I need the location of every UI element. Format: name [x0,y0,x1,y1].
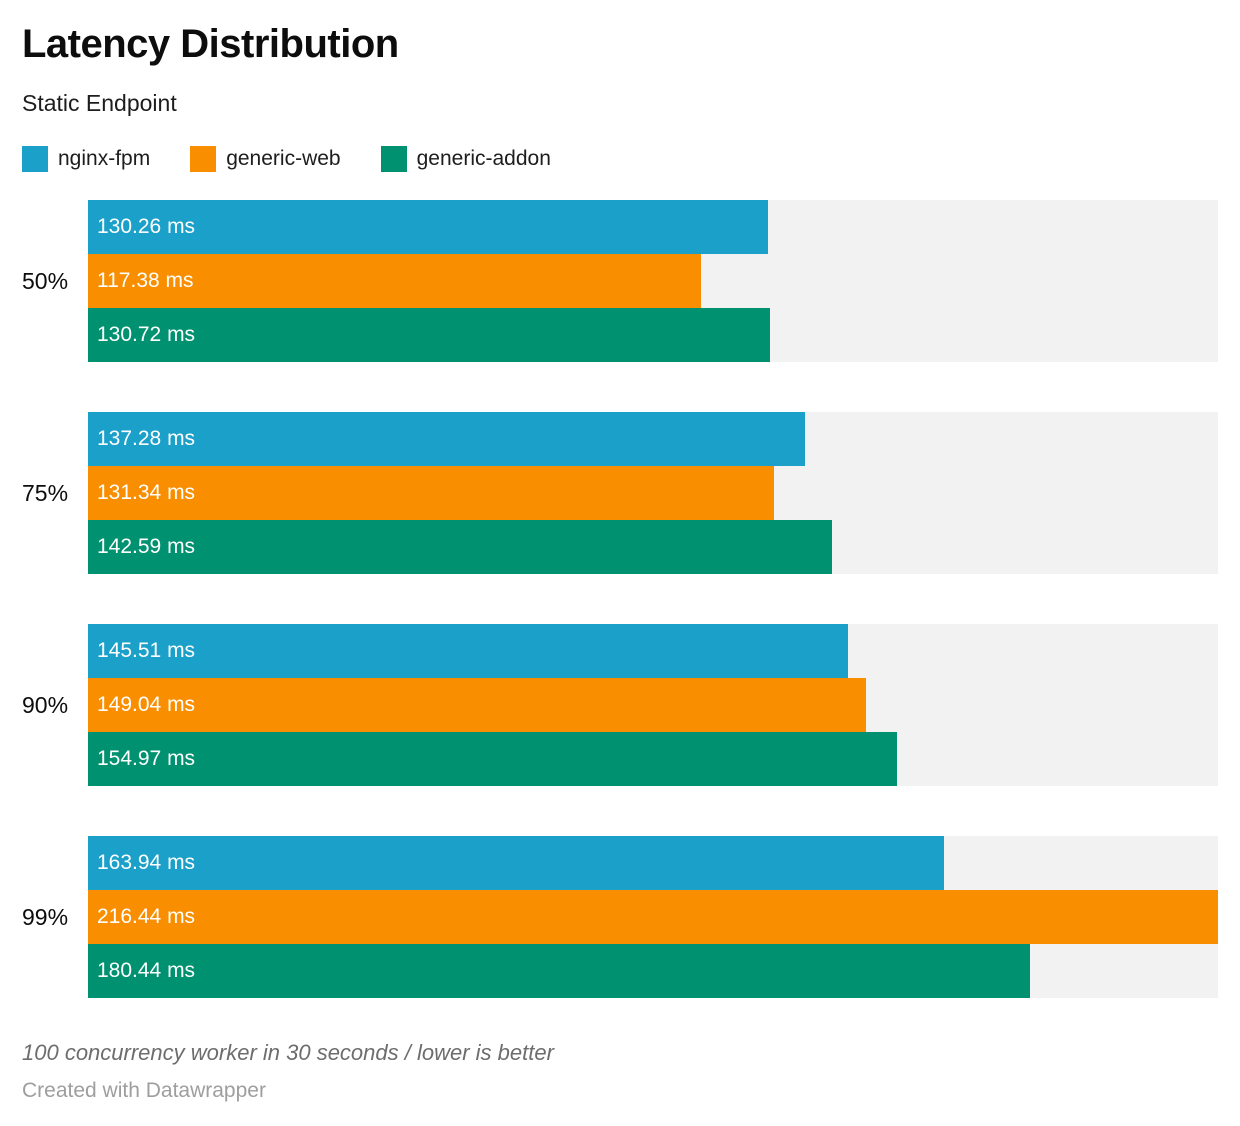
bar-value-label: 130.72 ms [97,323,196,347]
bar-value-label: 137.28 ms [97,427,196,451]
bar-generic-addon-p99: 180.44 ms [88,944,1031,999]
bar-value-label: 145.51 ms [97,639,196,663]
bar-value-label: 216.44 ms [97,905,196,929]
bar-value-label: 180.44 ms [97,959,196,983]
category-tick-label: 90% [22,691,69,718]
bar-group-90: 90% 145.51 ms 149.04 ms 154.97 ms [22,624,1218,787]
bar-nginx-fpm-p75: 137.28 ms [88,412,805,467]
datawrapper-credit-link[interactable]: Created with Datawrapper [22,1079,266,1103]
legend-label: generic-addon [416,147,551,171]
bar-value-label: 142.59 ms [97,535,196,559]
bar-value-label: 117.38 ms [97,269,194,293]
bar-value-label: 154.97 ms [97,747,196,771]
bar-generic-addon-p50: 130.72 ms [88,308,771,363]
bar-track: 145.51 ms 149.04 ms 154.97 ms [88,624,1218,787]
bar-group-50: 50% 130.26 ms 117.38 ms 130.72 ms [22,200,1218,363]
legend-item-generic-web: generic-web [190,146,341,173]
legend-label: nginx-fpm [58,147,151,171]
chart-subtitle: Static Endpoint [22,90,177,116]
bar-group-75: 75% 137.28 ms 131.34 ms 142.59 ms [22,412,1218,575]
bar-generic-web-p75: 131.34 ms [88,466,774,521]
bar-nginx-fpm-p90: 145.51 ms [88,624,848,679]
bar-value-label: 149.04 ms [97,693,196,717]
bar-track: 163.94 ms 216.44 ms 180.44 ms [88,836,1218,999]
bar-generic-web-p99: 216.44 ms [88,890,1218,945]
bar-generic-web-p90: 149.04 ms [88,678,867,733]
bar-nginx-fpm-p50: 130.26 ms [88,200,769,255]
chart-footnote: 100 concurrency worker in 30 seconds / l… [22,1040,554,1066]
legend-swatch-generic-web [190,146,217,173]
page-title: Latency Distribution [22,22,399,66]
bar-chart: 50% 130.26 ms 117.38 ms 130.72 ms 75% 13… [22,200,1218,999]
category-tick-label: 75% [22,479,69,506]
bar-value-label: 131.34 ms [97,481,196,505]
legend-label: generic-web [226,147,341,171]
bar-generic-addon-p90: 154.97 ms [88,732,898,787]
bar-generic-addon-p75: 142.59 ms [88,520,833,575]
category-tick-label: 50% [22,267,69,294]
bar-nginx-fpm-p99: 163.94 ms [88,836,944,891]
bar-group-99: 99% 163.94 ms 216.44 ms 180.44 ms [22,836,1218,999]
bar-generic-web-p50: 117.38 ms [88,254,701,309]
legend: nginx-fpm generic-web generic-addon [22,146,1218,173]
legend-swatch-nginx-fpm [22,146,48,173]
bar-track: 130.26 ms 117.38 ms 130.72 ms [88,200,1218,363]
category-tick-label: 99% [22,903,69,930]
bar-track: 137.28 ms 131.34 ms 142.59 ms [88,412,1218,575]
legend-item-generic-addon: generic-addon [380,146,551,173]
legend-item-nginx-fpm: nginx-fpm [22,146,151,173]
bar-value-label: 130.26 ms [97,215,196,239]
bar-value-label: 163.94 ms [97,851,196,875]
legend-swatch-generic-addon [380,146,407,173]
